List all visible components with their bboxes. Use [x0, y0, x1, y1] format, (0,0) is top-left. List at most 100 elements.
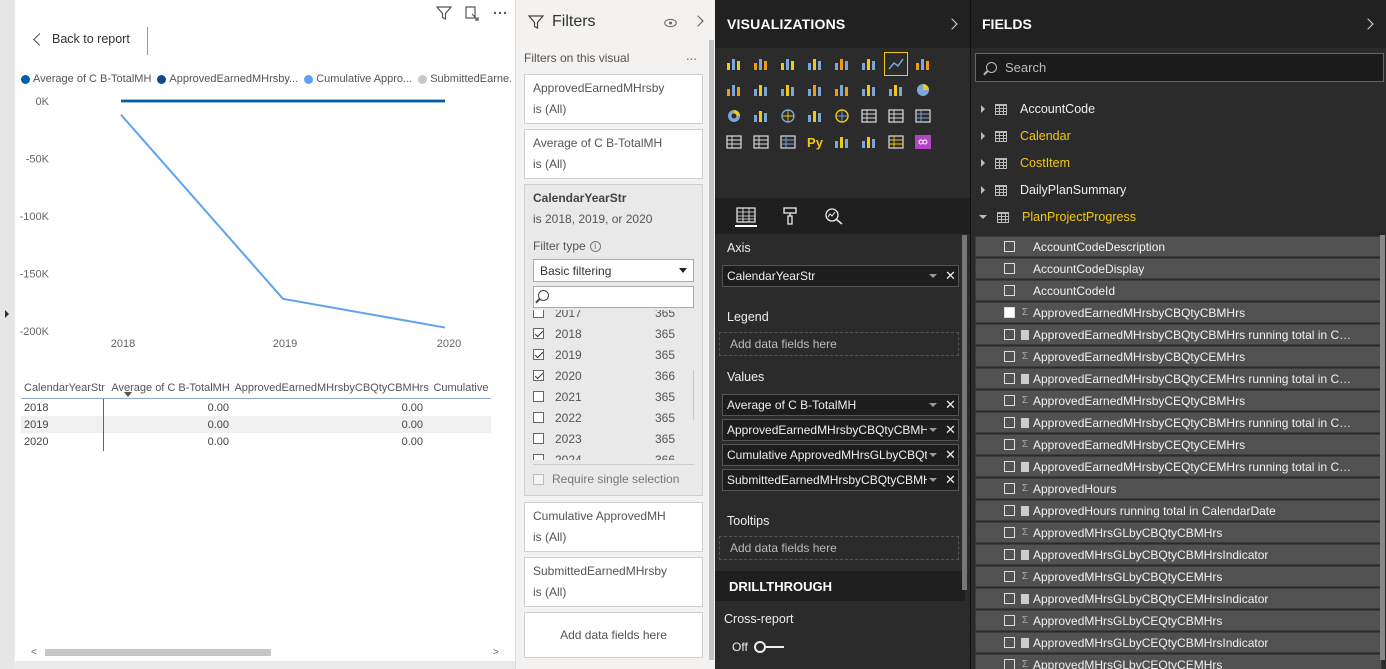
checkbox-icon[interactable]	[1004, 549, 1015, 560]
checkbox-icon[interactable]	[1004, 329, 1015, 340]
checkbox-icon[interactable]	[1004, 241, 1015, 252]
filled-map-icon[interactable]	[804, 105, 826, 127]
focus-mode-icon[interactable]	[463, 5, 481, 23]
horizontal-scrollbar[interactable]: < >	[15, 646, 515, 661]
funnel-icon[interactable]	[858, 79, 880, 101]
field-table-row[interactable]: PlanProjectProgress	[971, 205, 1386, 229]
legend-item[interactable]: SubmittedEarne...	[418, 73, 511, 85]
column-header-year[interactable]: CalendarYearStr	[24, 381, 105, 394]
expand-closed-icon[interactable]	[981, 186, 985, 194]
filter-list-item[interactable]: 2017 365	[533, 310, 688, 323]
field-dropdown-icon[interactable]	[929, 428, 937, 432]
field-item[interactable]: Σ ApprovedMHrsGLbyCEQtyCBMHrs	[975, 610, 1382, 631]
area-chart-icon[interactable]	[912, 53, 934, 75]
line-and-clustered-column-icon[interactable]	[777, 79, 799, 101]
add-filter-fields-dropzone[interactable]: Add data fields here	[524, 612, 703, 658]
pie-chart-icon[interactable]	[912, 79, 934, 101]
field-item[interactable]: ApprovedHours running total in CalendarD…	[975, 500, 1382, 521]
toggle-track[interactable]	[765, 646, 784, 648]
scroll-thumb[interactable]	[709, 40, 714, 660]
checkbox-icon[interactable]	[1004, 373, 1015, 384]
filter-list-item[interactable]: 2020 366	[533, 365, 688, 386]
checkbox-icon[interactable]	[533, 349, 544, 360]
filter-list-scrollbar[interactable]	[693, 310, 694, 460]
remove-field-icon[interactable]: ✕	[945, 447, 956, 462]
chevron-right-icon[interactable]	[1362, 18, 1374, 30]
python-visual-icon[interactable]: Py	[804, 131, 826, 153]
toggle-knob-icon[interactable]	[753, 641, 766, 653]
remove-field-icon[interactable]: ✕	[945, 472, 956, 487]
decomposition-tree-icon[interactable]	[858, 131, 880, 153]
map-globe-icon[interactable]	[777, 105, 799, 127]
field-item[interactable]: AccountCodeId	[975, 280, 1382, 301]
filter-list-item[interactable]: 2023 365	[533, 428, 688, 449]
expand-closed-icon[interactable]	[981, 105, 985, 113]
filter-card-cumulative[interactable]: Cumulative ApprovedMH is (All)	[524, 502, 703, 552]
field-table-row[interactable]: Calendar	[971, 124, 1386, 148]
field-dropdown-icon[interactable]	[929, 478, 937, 482]
checkbox-icon[interactable]	[1004, 263, 1015, 274]
field-item[interactable]: ApprovedEarnedMHrsbyCEQtyCBMHrs running …	[975, 412, 1382, 433]
scroll-thumb[interactable]	[1380, 235, 1385, 660]
back-to-report-button[interactable]: Back to report	[29, 32, 130, 46]
field-item[interactable]: Σ ApprovedMHrsGLbyCBQtyCEMHrs	[975, 566, 1382, 587]
checkbox-icon[interactable]	[1004, 659, 1015, 669]
clustered-column-icon[interactable]	[804, 53, 826, 75]
scroll-thumb[interactable]	[693, 370, 694, 420]
require-single-selection[interactable]: Require single selection	[533, 464, 694, 486]
field-dropdown-icon[interactable]	[929, 453, 937, 457]
checkbox-icon[interactable]	[1004, 395, 1015, 406]
remove-field-icon[interactable]: ✕	[945, 268, 956, 283]
checkbox-icon[interactable]	[1004, 615, 1015, 626]
values-field-chip[interactable]: SubmittedEarnedMHrsbyCBQtyCBMHrs ✕	[722, 469, 959, 491]
format-paint-roller-icon[interactable]	[779, 205, 801, 227]
legend-item[interactable]: ApprovedEarnedMHrsby...	[157, 73, 298, 85]
100-stacked-column-icon[interactable]	[858, 53, 880, 75]
column-header-cumulative[interactable]: Cumulative A	[433, 381, 491, 394]
field-item[interactable]: ApprovedMHrsGLbyCBQtyCBMHrsIndicator	[975, 544, 1382, 565]
filters-pane-scrollbar[interactable]	[708, 40, 715, 665]
checkbox-icon[interactable]	[1004, 285, 1015, 296]
treemap-icon[interactable]	[750, 105, 772, 127]
remove-field-icon[interactable]: ✕	[945, 422, 956, 437]
table-row[interactable]: 2020 0.00 0.00	[21, 433, 491, 450]
values-field-chip[interactable]: Average of C B-TotalMH ✕	[722, 394, 959, 416]
stacked-area-icon[interactable]	[723, 79, 745, 101]
checkbox-icon[interactable]	[1004, 571, 1015, 582]
checkbox-icon[interactable]	[1004, 439, 1015, 450]
filter-list-item[interactable]: 2022 365	[533, 407, 688, 428]
analytics-magnifier-icon[interactable]	[823, 205, 845, 227]
remove-field-icon[interactable]: ✕	[945, 397, 956, 412]
line-and-stacked-column-icon[interactable]	[750, 79, 772, 101]
filter-search-input[interactable]	[533, 286, 694, 308]
custom-visual-icon[interactable]	[912, 131, 934, 153]
matrix-icon[interactable]	[777, 131, 799, 153]
collapse-filters-chevron-icon[interactable]	[692, 15, 704, 27]
checkbox-icon[interactable]	[1004, 527, 1015, 538]
field-item[interactable]: ApprovedEarnedMHrsbyCBQtyCBMHrs running …	[975, 324, 1382, 345]
field-item[interactable]: Σ ApprovedEarnedMHrsbyCBQtyCEMHrs	[975, 346, 1382, 367]
kpi-icon[interactable]	[912, 105, 934, 127]
filter-card-approved[interactable]: ApprovedEarnedMHrsby is (All)	[524, 74, 703, 124]
field-dropdown-icon[interactable]	[929, 403, 937, 407]
cross-report-toggle[interactable]: Off	[732, 640, 784, 654]
field-item[interactable]: Σ ApprovedMHrsGLbyCBQtyCBMHrs	[975, 522, 1382, 543]
eye-icon[interactable]	[664, 17, 677, 31]
stacked-column-icon[interactable]	[750, 53, 772, 75]
gauge-icon[interactable]	[831, 105, 853, 127]
collapse-strip[interactable]	[0, 0, 14, 669]
table-row[interactable]: 2018 0.00 0.00	[21, 399, 491, 416]
expand-open-icon[interactable]	[979, 215, 987, 219]
expand-arrow-icon[interactable]	[5, 310, 9, 318]
field-item[interactable]: ApprovedEarnedMHrsbyCBQtyCEMHrs running …	[975, 368, 1382, 389]
key-influencers-icon[interactable]	[831, 131, 853, 153]
fields-pane-scrollbar[interactable]	[1380, 235, 1386, 665]
expand-closed-icon[interactable]	[981, 159, 985, 167]
series-line-3[interactable]	[120, 114, 446, 329]
filter-card-submitted[interactable]: SubmittedEarnedMHrsby is (All)	[524, 557, 703, 607]
fields-search-input[interactable]: Search	[975, 53, 1384, 82]
field-item[interactable]: Σ ApprovedMHrsGLbyCEQtyCEMHrs	[975, 654, 1382, 669]
legend-item[interactable]: Cumulative Appro...	[304, 73, 412, 85]
field-item[interactable]: AccountCodeDescription	[975, 236, 1382, 257]
scroll-left-icon[interactable]: <	[31, 647, 37, 658]
